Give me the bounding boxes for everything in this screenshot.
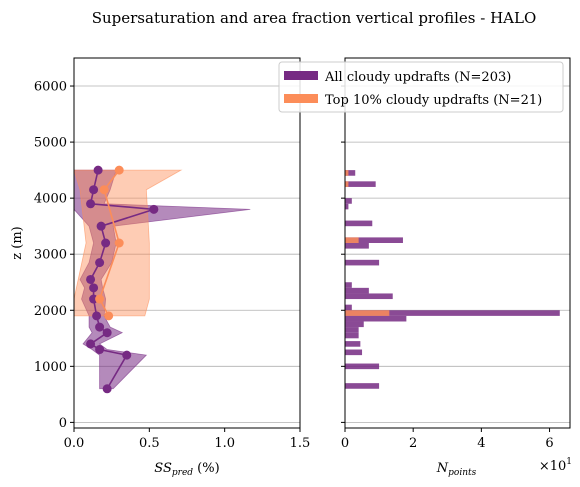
right-x-tick-label: 4 [477, 436, 485, 451]
right-panel-histogram: 0 2 4 6 Npoints ×101 [341, 57, 572, 478]
left-profile-points [86, 165, 159, 394]
right-gridlines [345, 85, 570, 423]
right-x-ticks: 0 2 4 6 [341, 428, 554, 451]
left-y-tick-label: 4000 [34, 192, 67, 207]
point-top [95, 294, 105, 304]
left-x-tick-label: 1.0 [214, 436, 235, 451]
bar-all [345, 220, 373, 227]
bar-all [345, 198, 352, 204]
point-all [101, 238, 111, 248]
legend: All cloudy updrafts (N=203) Top 10% clou… [278, 61, 564, 113]
bar-all [345, 237, 403, 243]
point-all [89, 185, 99, 195]
bar-all [345, 243, 369, 249]
right-y-ticks [341, 85, 345, 423]
right-bars [345, 170, 560, 389]
bar-all [345, 327, 359, 333]
right-x-label-main: N [436, 461, 449, 476]
left-x-label-sub: pred [172, 468, 193, 478]
bar-all [345, 259, 380, 266]
left-x-tick-label: 0.0 [64, 436, 85, 451]
point-all [102, 384, 112, 394]
right-x-tick-label: 6 [545, 436, 553, 451]
point-all [95, 258, 105, 268]
point-all [86, 199, 96, 209]
bar-all [345, 332, 359, 339]
bar-all [345, 349, 363, 356]
bar-all [345, 181, 376, 187]
legend-swatch-all [284, 71, 318, 80]
left-y-tick-label: 5000 [34, 136, 67, 151]
bar-all [345, 304, 352, 311]
bar-all [345, 170, 356, 176]
point-all [102, 328, 112, 338]
offset-exponent: 1 [566, 457, 572, 467]
point-all [96, 221, 106, 231]
right-x-axis-label: Npoints [436, 461, 477, 478]
left-x-tick-label: 0.5 [139, 436, 160, 451]
right-x-offset-label: ×101 [539, 457, 572, 474]
left-y-tick-label: 6000 [34, 80, 67, 95]
point-top [104, 311, 114, 321]
point-all [86, 339, 96, 349]
point-top [114, 238, 124, 248]
legend-box [278, 61, 564, 113]
left-x-axis-label: SSpred (%) [154, 461, 219, 478]
chart-title: Supersaturation and area fraction vertic… [92, 9, 537, 27]
bar-all [345, 321, 364, 328]
point-all [149, 204, 159, 214]
bar-all [345, 383, 380, 389]
right-axes-frame [344, 57, 571, 429]
left-y-axis-label: z (m) [10, 226, 25, 259]
bar-top [345, 237, 359, 243]
left-y-tick-label: 3000 [34, 248, 67, 263]
bar-top [345, 310, 390, 316]
bar-all [345, 315, 407, 322]
right-x-tick-label: 2 [409, 436, 417, 451]
point-all [89, 283, 99, 293]
legend-swatch-top [284, 94, 318, 103]
left-shaded-bands [73, 169, 251, 390]
left-x-label-unit: (%) [193, 461, 220, 476]
legend-label-top: Top 10% cloudy updrafts (N=21) [325, 93, 542, 108]
point-all [93, 165, 103, 175]
point-all [122, 350, 132, 360]
left-y-tick-label: 2000 [34, 304, 67, 319]
left-panel-ss-profile: 0.0 0.5 1.0 1.5 0 1000 2000 3000 4000 5000 6000 S… [10, 57, 311, 478]
legend-label-all: All cloudy updrafts (N=203) [324, 70, 511, 85]
bar-all [345, 310, 560, 316]
left-x-label-main: SS [154, 461, 172, 476]
point-all [92, 311, 102, 321]
bar-all [345, 203, 349, 210]
bar-all [345, 287, 369, 294]
left-y-tick-label: 0 [59, 416, 67, 431]
bar-all [345, 293, 393, 300]
bar-top [345, 170, 349, 176]
left-y-ticks: 0 1000 2000 3000 4000 5000 6000 [34, 80, 74, 431]
bar-top [345, 181, 349, 187]
left-y-tick-label: 1000 [34, 360, 67, 375]
point-all [95, 322, 105, 332]
point-all [86, 274, 96, 284]
bar-all [345, 282, 352, 288]
right-x-tick-label: 0 [341, 436, 349, 451]
left-x-tick-label: 1.5 [290, 436, 311, 451]
left-x-ticks: 0.0 0.5 1.0 1.5 [64, 428, 311, 451]
point-top [114, 165, 124, 175]
right-x-label-sub: points [448, 468, 476, 478]
bar-all [345, 363, 380, 370]
bar-all [345, 341, 361, 347]
offset-base: ×10 [539, 459, 566, 474]
point-top [99, 185, 109, 195]
point-all [95, 345, 105, 355]
left-axes-frame [73, 57, 301, 429]
